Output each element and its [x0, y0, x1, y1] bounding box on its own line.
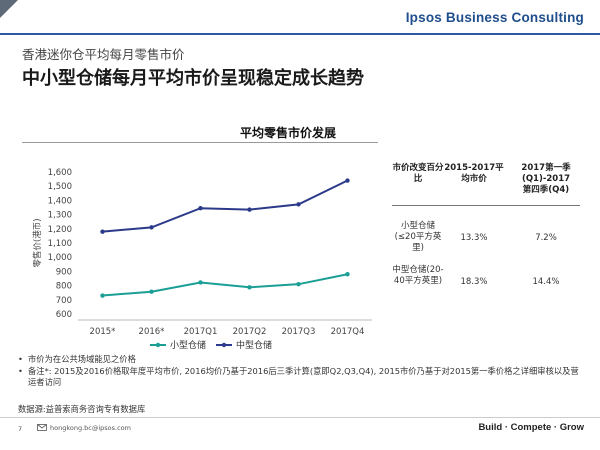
y-axis-label: 零售价(港币)	[32, 218, 43, 267]
legend-label: 中型仓储	[236, 339, 272, 351]
y-tick-label: 1,600	[48, 168, 72, 178]
notes: • 市价为在公共场域能见之价格 • 备注*: 2015及2016价格取年度平均市…	[18, 354, 583, 389]
y-tick-label: 1,200	[48, 225, 72, 235]
legend-marker	[155, 342, 161, 348]
table-header-row: 市价改变百分比 2015-2017平均市价 2017第一季(Q1)-2017第四…	[392, 163, 580, 196]
note-item: • 备注*: 2015及2016价格取年度平均市价, 2016均价乃基于2016…	[18, 366, 583, 389]
table-cell-avg: 13.3%	[460, 233, 488, 243]
table-row-label: 小型仓储(≤20平方英里)	[394, 221, 442, 253]
data-source: 数据源:益普索商务咨询专有数据库	[18, 404, 146, 414]
data-point	[247, 207, 252, 212]
table-cell-quarter: 7.2%	[535, 233, 557, 243]
data-point	[198, 206, 203, 211]
data-point	[149, 289, 154, 294]
y-tick-label: 900	[56, 267, 72, 277]
legend-marker	[221, 342, 227, 348]
y-tick-label: 1,000	[48, 253, 72, 263]
table-header-label: 市价改变百分比	[392, 163, 444, 184]
bullet-mark: •	[18, 354, 23, 364]
footer-tagline: Build · Compete · Grow	[478, 422, 584, 433]
x-tick-label: 2017Q4	[331, 327, 365, 337]
data-point	[100, 229, 105, 234]
legend-label: 小型仓储	[170, 339, 206, 351]
table-cell-avg: 18.3%	[460, 277, 488, 287]
x-tick-label: 2015*	[90, 327, 116, 337]
chart-title-divider	[22, 142, 378, 143]
footer-divider	[0, 417, 600, 418]
y-tick-label: 1,400	[48, 196, 72, 206]
x-tick-label: 2017Q3	[282, 327, 316, 337]
data-point	[198, 280, 203, 285]
note-text: 备注*: 2015及2016价格取年度平均市价, 2016均价乃基于2016后三…	[28, 365, 579, 388]
corner-decoration	[0, 0, 18, 18]
table-row-label: 中型仓储(20-40平方英里)	[392, 265, 444, 286]
bullet-mark: •	[18, 365, 23, 376]
table-header-quarter: 2017第一季(Q1)-2017第四季(Q4)	[521, 163, 571, 195]
chart-title: 平均零售市价发展	[240, 126, 337, 140]
data-point	[345, 272, 350, 277]
y-tick-label: 600	[56, 310, 72, 320]
note-text: 市价为在公共场域能见之价格	[28, 354, 136, 364]
x-tick-label: 2016*	[139, 327, 165, 337]
data-point	[100, 293, 105, 298]
page-subtitle: 香港迷你仓平均每月零售市价	[22, 47, 185, 62]
table-cell-quarter: 14.4%	[532, 277, 560, 287]
page-title: 中小型仓储每月平均市价呈现稳定成长趋势	[22, 68, 364, 89]
data-point	[345, 178, 350, 183]
data-point	[296, 202, 301, 207]
y-tick-label: 1,100	[48, 239, 72, 249]
series-line-2	[102, 179, 348, 233]
page-number: 7	[18, 425, 23, 433]
table-header-avg: 2015-2017平均市价	[444, 163, 504, 184]
data-point	[296, 281, 301, 287]
x-tick-label: 2017Q2	[233, 327, 267, 337]
y-tick-label: 1,300	[48, 211, 72, 221]
header-divider	[0, 33, 600, 35]
table-row: 中型仓储(20-40平方英里) 18.3% 14.4%	[392, 265, 580, 288]
series-line-1	[102, 273, 348, 297]
y-tick-label: 1,500	[48, 182, 72, 192]
table-row: 小型仓储(≤20平方英里) 13.3% 7.2%	[392, 221, 580, 254]
data-point	[247, 285, 252, 290]
note-item: • 市价为在公共场域能见之价格	[18, 354, 583, 366]
y-tick-label: 700	[56, 296, 72, 306]
x-tick-label: 2017Q1	[184, 327, 218, 337]
mail-icon	[37, 424, 47, 431]
contact-email[interactable]: hongkong.bc@ipsos.com	[50, 424, 131, 432]
y-tick-label: 800	[56, 282, 72, 292]
table-header-divider	[392, 205, 580, 206]
brand-logo-text: Ipsos Business Consulting	[405, 10, 584, 25]
data-point	[149, 225, 154, 230]
